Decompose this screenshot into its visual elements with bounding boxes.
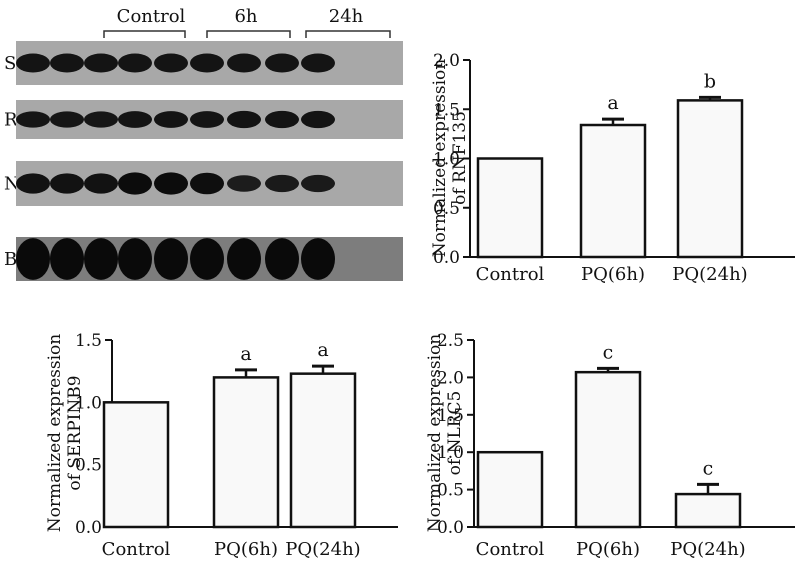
- y-axis-label-line: Normalized expression: [45, 334, 65, 533]
- blot-band: [16, 238, 50, 280]
- blot-band: [154, 111, 188, 128]
- blot-band: [118, 53, 152, 73]
- category-label: PQ(6h): [214, 539, 278, 560]
- blot-band: [84, 111, 118, 128]
- blot-band: [154, 53, 188, 73]
- blot-band: [227, 53, 261, 73]
- blot-band: [50, 53, 84, 73]
- blot-band: [301, 53, 335, 73]
- blot-band: [227, 175, 261, 192]
- blot-band: [190, 53, 224, 73]
- blot-band: [154, 172, 188, 195]
- y-axis-label-line: of RNF135: [450, 111, 470, 205]
- blot-band: [190, 172, 224, 195]
- y-tick-label: 0.0: [75, 518, 102, 538]
- y-axis-label-line: Normalized expression: [425, 334, 445, 533]
- blot-band: [118, 238, 152, 280]
- y-axis-label-line: Normalized expression: [430, 59, 450, 258]
- blot-band: [301, 238, 335, 280]
- blot-band: [154, 238, 188, 280]
- category-label: Control: [476, 264, 545, 285]
- significance-label: a: [607, 92, 618, 114]
- bar: [676, 99, 744, 259]
- blot-band: [84, 173, 118, 194]
- category-label: PQ(24h): [285, 539, 360, 560]
- blot-band: [265, 238, 299, 280]
- category-label: PQ(6h): [581, 264, 645, 285]
- y-tick-label: 1.5: [75, 331, 102, 351]
- group-label: 6h: [234, 6, 257, 27]
- blot-band: [50, 111, 84, 128]
- y-axis-label: Normalized expressionof SERPINB9: [45, 334, 85, 533]
- bar: [674, 492, 742, 529]
- significance-label: c: [703, 457, 714, 479]
- blot-band: [84, 53, 118, 73]
- blot-band: [118, 172, 152, 195]
- group-label: Control: [117, 6, 186, 27]
- blot-band: [301, 110, 335, 129]
- y-tick-label: 1.0: [437, 443, 464, 463]
- significance-label: a: [240, 343, 251, 365]
- y-tick-label: 0.5: [433, 199, 460, 219]
- bar: [476, 450, 544, 529]
- bar: [579, 123, 647, 259]
- group-bracket: [103, 30, 186, 38]
- y-tick-label: 1.0: [433, 150, 460, 170]
- significance-label: b: [704, 70, 716, 92]
- y-tick-label: 1.5: [433, 100, 460, 120]
- category-label: PQ(24h): [672, 264, 747, 285]
- blot-band: [190, 111, 224, 128]
- bar: [476, 157, 544, 259]
- bar: [289, 372, 357, 529]
- blot-band: [227, 238, 261, 280]
- y-tick-label: 1.5: [437, 406, 464, 426]
- group-bracket: [206, 30, 291, 38]
- y-axis-label: Normalized expressionof RNF135: [430, 59, 470, 258]
- y-tick-label: 0.5: [75, 456, 102, 476]
- category-label: Control: [102, 539, 171, 560]
- bar: [102, 401, 170, 529]
- bar: [574, 370, 642, 529]
- blot-band: [16, 173, 50, 194]
- blot-band: [16, 111, 50, 128]
- significance-label: c: [603, 341, 614, 363]
- category-label: PQ(6h): [576, 539, 640, 560]
- group-label: 24h: [329, 6, 364, 27]
- blot-band: [84, 238, 118, 280]
- blot-band: [265, 53, 299, 73]
- y-tick-label: 2.0: [437, 368, 464, 388]
- significance-label: a: [317, 339, 328, 361]
- blot-band: [190, 238, 224, 280]
- blot-band: [227, 110, 261, 129]
- y-axis-label: Normalized expressionof NLRC5: [425, 334, 465, 533]
- y-tick-label: 0.0: [433, 248, 460, 268]
- blot-band: [265, 174, 299, 193]
- bar: [212, 376, 280, 529]
- y-tick-label: 0.5: [437, 481, 464, 501]
- y-axis-label-line: of SERPINB9: [65, 375, 85, 490]
- y-axis-label-line: of NLRC5: [445, 391, 465, 476]
- group-bracket: [305, 30, 391, 38]
- y-tick-label: 2.0: [433, 51, 460, 71]
- y-tick-label: 0.0: [437, 518, 464, 538]
- category-label: Control: [476, 539, 545, 560]
- blot-band: [301, 174, 335, 193]
- western-blot-panel: Control6h24hSERPINB9RNF135NLRC5Beta-xbn: [4, 6, 403, 281]
- y-tick-label: 1.0: [75, 393, 102, 413]
- blot-band: [265, 110, 299, 129]
- blot-band: [50, 238, 84, 280]
- blot-band: [50, 173, 84, 194]
- blot-band: [118, 111, 152, 128]
- y-tick-label: 2.5: [437, 331, 464, 351]
- blot-band: [16, 53, 50, 73]
- category-label: PQ(24h): [670, 539, 745, 560]
